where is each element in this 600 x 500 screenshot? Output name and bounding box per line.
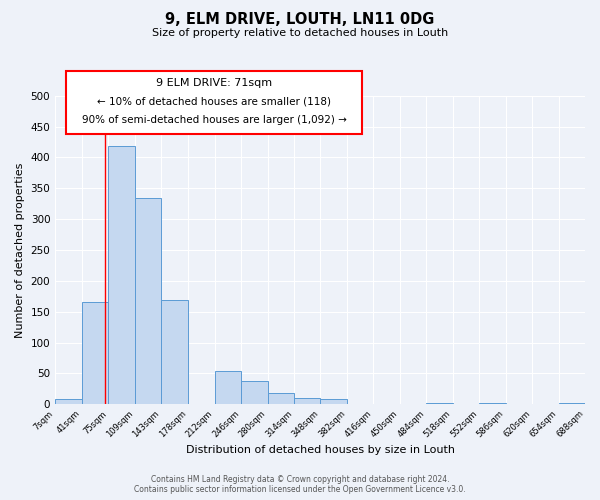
Bar (161, 300, 188, 404)
Bar (320, 399, 347, 404)
Text: 9 ELM DRIVE: 71sqm: 9 ELM DRIVE: 71sqm (156, 78, 272, 88)
Text: Contains public sector information licensed under the Open Government Licence v3: Contains public sector information licen… (134, 485, 466, 494)
Bar (268, 393, 294, 404)
Bar (426, 403, 453, 404)
FancyBboxPatch shape (66, 71, 362, 134)
Text: Contains HM Land Registry data © Crown copyright and database right 2024.: Contains HM Land Registry data © Crown c… (151, 475, 449, 484)
Bar (134, 198, 161, 404)
Bar (294, 398, 320, 404)
X-axis label: Distribution of detached houses by size in Louth: Distribution of detached houses by size … (185, 445, 455, 455)
Bar (108, 146, 134, 404)
Bar (55, 399, 82, 404)
Bar (215, 371, 241, 404)
Bar (241, 380, 268, 404)
Text: ← 10% of detached houses are smaller (118): ← 10% of detached houses are smaller (11… (97, 96, 331, 106)
Text: 90% of semi-detached houses are larger (1,092) →: 90% of semi-detached houses are larger (… (82, 114, 347, 124)
Bar (82, 302, 108, 404)
Bar (559, 403, 585, 404)
Y-axis label: Number of detached properties: Number of detached properties (15, 162, 25, 338)
Text: Size of property relative to detached houses in Louth: Size of property relative to detached ho… (152, 28, 448, 38)
Text: 9, ELM DRIVE, LOUTH, LN11 0DG: 9, ELM DRIVE, LOUTH, LN11 0DG (166, 12, 434, 28)
Bar (479, 403, 506, 404)
